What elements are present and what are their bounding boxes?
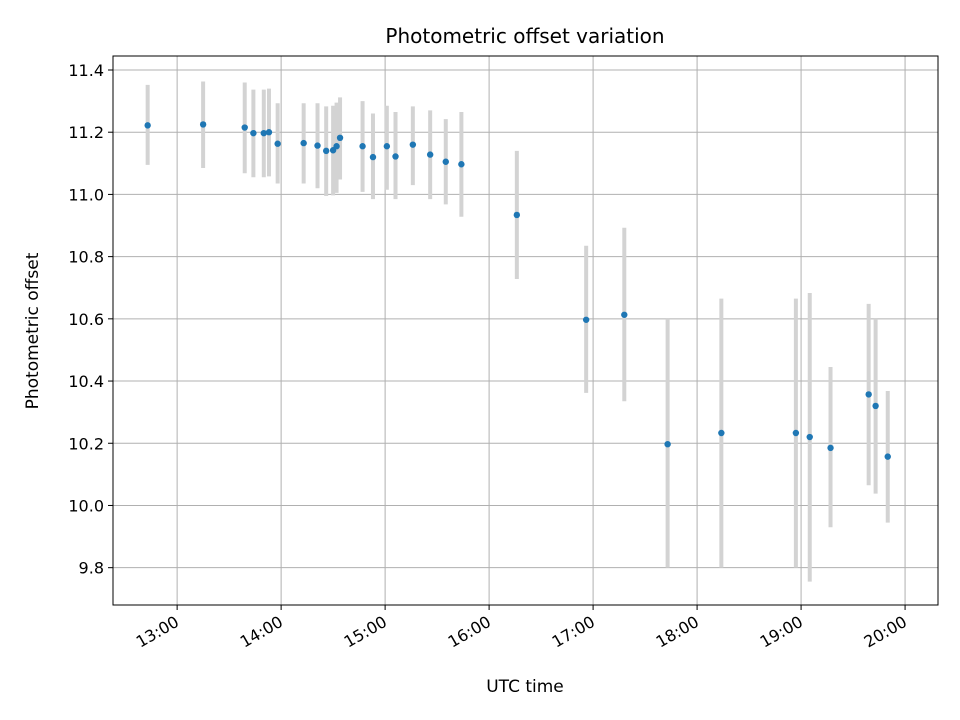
data-point bbox=[359, 143, 366, 150]
data-point bbox=[265, 129, 273, 136]
data-point bbox=[409, 141, 417, 148]
grid bbox=[113, 56, 938, 605]
data-point bbox=[827, 444, 834, 452]
data-point bbox=[250, 129, 257, 137]
y-axis-ticks: 9.8 10.0 10.2 10.4 10.6 10.8 11.0 11.2 11.4 bbox=[68, 61, 113, 578]
y-tick-label: 10.8 bbox=[68, 248, 104, 267]
data-point bbox=[333, 143, 340, 150]
data-point bbox=[442, 158, 449, 165]
y-axis-label: Photometric offset bbox=[23, 252, 43, 409]
data-point bbox=[621, 311, 628, 318]
x-axis-label: UTC time bbox=[486, 677, 564, 697]
data-point bbox=[383, 143, 391, 150]
y-tick-label: 11.0 bbox=[68, 185, 104, 204]
plot-frame bbox=[112, 55, 939, 606]
data-point bbox=[582, 316, 590, 323]
data-point bbox=[260, 129, 267, 137]
data-points bbox=[144, 121, 891, 460]
data-point bbox=[458, 161, 465, 168]
data-point bbox=[199, 121, 207, 128]
y-tick-label: 11.2 bbox=[68, 123, 104, 142]
data-point bbox=[336, 134, 344, 142]
data-point bbox=[392, 153, 399, 160]
y-tick-label: 10.2 bbox=[68, 434, 104, 453]
data-point bbox=[865, 391, 872, 398]
data-point bbox=[369, 153, 377, 161]
data-point bbox=[792, 429, 800, 437]
y-tick-label: 11.4 bbox=[68, 61, 104, 80]
data-point bbox=[144, 122, 151, 129]
chart-title: Photometric offset variation bbox=[385, 24, 664, 48]
data-point bbox=[426, 151, 434, 158]
data-point bbox=[314, 142, 321, 149]
data-point bbox=[806, 433, 813, 441]
data-point bbox=[322, 147, 330, 155]
data-point bbox=[664, 440, 671, 448]
data-point bbox=[884, 453, 891, 460]
data-point bbox=[241, 124, 248, 131]
y-tick-label: 10.6 bbox=[68, 310, 104, 329]
y-tick-label: 10.0 bbox=[68, 496, 104, 515]
y-tick-label: 9.8 bbox=[79, 559, 104, 578]
data-point bbox=[513, 211, 521, 219]
data-point bbox=[872, 402, 879, 410]
y-tick-label: 10.4 bbox=[68, 372, 104, 391]
data-point bbox=[300, 139, 307, 147]
data-point bbox=[718, 429, 725, 437]
data-point bbox=[274, 140, 281, 147]
